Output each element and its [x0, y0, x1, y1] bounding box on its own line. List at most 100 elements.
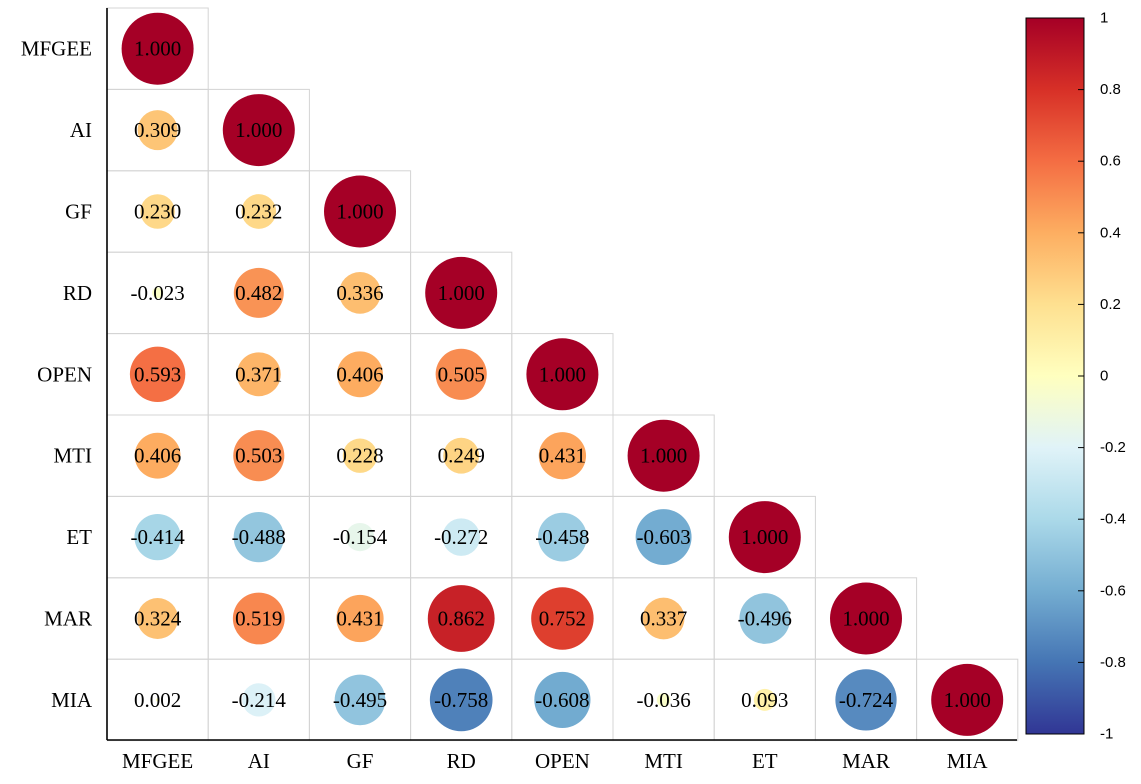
cell-value-label: 1.000 [336, 200, 383, 224]
cell-value-label: 0.337 [640, 607, 687, 631]
correlation-circle [753, 688, 776, 711]
column-label: AI [248, 749, 270, 773]
correlation-circle [137, 598, 179, 639]
correlation-circle [425, 256, 498, 329]
cell-value-label: 0.406 [336, 362, 383, 386]
correlation-circle [140, 194, 175, 229]
correlation-circle [155, 698, 160, 702]
cell-value-label: 1.000 [944, 688, 991, 712]
correlation-circle [129, 346, 186, 403]
cell-value-label: -0.272 [434, 525, 488, 549]
cell-value-label: -0.023 [130, 281, 184, 305]
correlation-circle [152, 287, 164, 299]
correlation-circle [242, 683, 276, 717]
correlation-markers [121, 12, 1004, 736]
correlation-circle [339, 272, 381, 314]
correlation-circle [635, 509, 692, 566]
colorbar-gradient [1025, 17, 1085, 735]
correlation-circle [531, 587, 594, 650]
colorbar-tick-label: -0.8 [1100, 654, 1126, 671]
correlation-circle [233, 430, 285, 482]
cell-value-label: 0.519 [235, 607, 282, 631]
cell-value-label: 0.232 [235, 200, 282, 224]
cell-value-label: 0.862 [438, 607, 485, 631]
cell-value-label: 0.431 [539, 444, 586, 468]
colorbar-tick-label: -0.4 [1100, 511, 1126, 528]
correlation-circle [534, 671, 591, 728]
correlation-circle [728, 501, 801, 574]
correlation-circle [538, 432, 587, 480]
correlation-circle [342, 438, 378, 473]
correlation-circle [627, 419, 700, 492]
column-label: OPEN [535, 749, 590, 773]
correlation-circle [134, 432, 181, 479]
correlation-circle [443, 437, 480, 474]
colorbar-tick-label: 0.4 [1100, 224, 1121, 241]
row-label: OPEN [37, 362, 92, 386]
correlation-circle [324, 175, 396, 248]
cell-value-label: 0.752 [539, 607, 586, 631]
row-label: MFGEE [21, 37, 92, 61]
cell-value-label: -0.608 [535, 688, 589, 712]
colorbar-tick-label: 0.8 [1100, 81, 1121, 98]
cell-value-label: 0.093 [741, 688, 788, 712]
cell-value-label: -0.495 [333, 688, 387, 712]
correlation-circle [337, 351, 383, 398]
cell-value-label: -0.724 [839, 688, 894, 712]
correlation-circle [435, 348, 487, 400]
cell-value-label: 1.000 [539, 362, 586, 386]
cell-value-label: -0.603 [636, 525, 690, 549]
colorbar-tick-label: 1 [1100, 10, 1108, 27]
correlation-circle [656, 693, 671, 707]
cell-value-label: 0.505 [438, 362, 485, 386]
correlation-circle [442, 518, 480, 556]
correlation-circle [222, 94, 295, 167]
colorbar-tick-label: -0.2 [1100, 439, 1126, 456]
correlation-circle [233, 511, 284, 563]
row-label: MTI [54, 444, 93, 468]
row-label: GF [65, 200, 92, 224]
cell-value-label: -0.414 [130, 525, 185, 549]
correlation-circle [134, 513, 181, 561]
cell-value-label: -0.036 [636, 688, 690, 712]
correlation-circle [427, 585, 495, 652]
correlation-circle [526, 338, 599, 411]
cell-value-label: 0.309 [134, 118, 181, 142]
correlation-circle [121, 12, 194, 85]
cell-value-label: 1.000 [842, 607, 889, 631]
row-label: AI [70, 118, 92, 142]
column-label: MTI [644, 749, 683, 773]
correlation-circle [334, 674, 386, 726]
correlation-circle [336, 594, 384, 643]
cell-value-label: 0.324 [134, 607, 182, 631]
cell-value-label: -0.758 [434, 688, 488, 712]
matrix-grid [106, 7, 1019, 742]
colorbar-tick-label: 0.2 [1100, 296, 1121, 313]
cell-value-label: 0.371 [235, 362, 282, 386]
cell-value-label: -0.154 [333, 525, 388, 549]
cell-value-label: 0.336 [336, 281, 383, 305]
column-labels: MFGEE AI GF RD OPEN MTI ET MAR MIA [122, 749, 988, 773]
cell-value-label: 0.249 [438, 444, 485, 468]
column-label: ET [752, 749, 778, 773]
correlation-circle [429, 668, 493, 732]
cell-value-label: 0.431 [336, 607, 383, 631]
correlation-circle [739, 593, 791, 644]
cell-value-label: 1.000 [134, 37, 181, 61]
axes [106, 8, 1017, 741]
correlation-circle [137, 110, 178, 151]
correlation-circle [241, 194, 277, 229]
cell-value-label: -0.458 [535, 525, 589, 549]
row-labels: MFGEE AI GF RD OPEN MTI ET MAR MIA [21, 37, 93, 712]
correlation-circle [236, 352, 281, 397]
correlation-circle [538, 512, 587, 562]
cell-value-label: 1.000 [741, 525, 788, 549]
correlation-circle [345, 522, 375, 552]
cell-value-label: 0.406 [134, 444, 181, 468]
colorbar-tick-label: -0.6 [1100, 582, 1126, 599]
cell-value-label: -0.488 [232, 525, 286, 549]
cell-value-label: -0.496 [738, 607, 792, 631]
correlation-circle [931, 663, 1004, 736]
colorbar: 1 0.8 0.6 0.4 0.2 0 -0.2 -0.4 -0.6 -0.8 -1 [1025, 10, 1126, 743]
